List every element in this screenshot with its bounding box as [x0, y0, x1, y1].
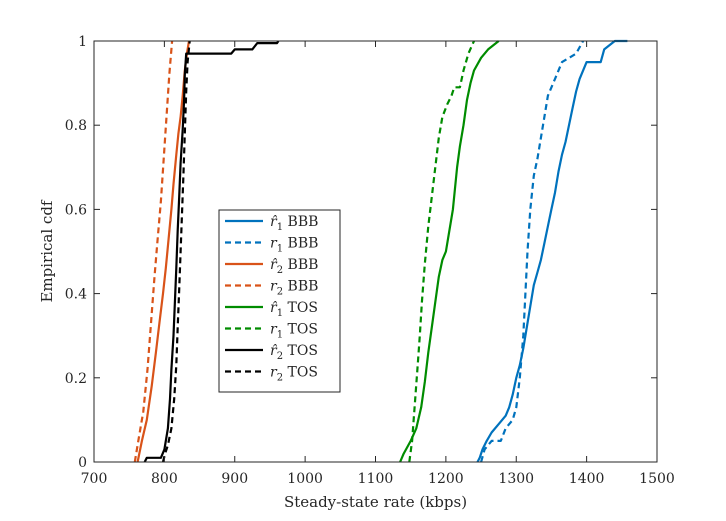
x-tick-label: 900	[221, 471, 248, 487]
x-tick-label: 1300	[498, 471, 534, 487]
series-line-7	[143, 40, 280, 463]
x-tick-label: 1500	[639, 471, 675, 487]
x-tick-label: 1000	[287, 471, 323, 487]
legend-label: r2 TOS	[270, 365, 318, 384]
x-axis-title: Steady-state rate (kbps)	[284, 493, 467, 511]
x-tick-label: 1200	[428, 471, 464, 487]
legend-box	[218, 209, 341, 393]
legend: r̂1 BBB r1 BBB r̂2 BBB r2 BBB r̂1 TOS r1 TOS r…	[218, 209, 341, 393]
legend-label: r1 BBB	[270, 236, 318, 255]
y-tick-label: 0.2	[65, 371, 87, 387]
x-tick-label: 1100	[358, 471, 394, 487]
x-tick-label: 700	[81, 471, 108, 487]
x-tick-labels: 700 800 900 1000 1100 1200 1300 1400 1500	[81, 471, 675, 487]
y-axis-title: Empirical cdf	[38, 199, 56, 302]
y-tick-labels: 0 0.2 0.4 0.6 0.8 1	[65, 34, 87, 471]
legend-label: r̂1 BBB	[270, 214, 318, 233]
y-tick-label: 0.4	[65, 287, 87, 303]
series-line-8	[161, 40, 191, 463]
legend-label: r1 TOS	[270, 322, 318, 341]
legend-label: r2 BBB	[270, 279, 318, 298]
y-tick-label: 0.6	[65, 202, 87, 218]
series-line-1	[476, 39, 628, 463]
legend-label: r̂2 TOS	[270, 343, 318, 362]
y-tick-label: 1	[78, 34, 87, 50]
x-tick-label: 800	[151, 471, 178, 487]
x-tick-label: 1400	[569, 471, 605, 487]
series-layer	[133, 39, 628, 463]
series-line-6	[408, 40, 476, 463]
tick-marks	[93, 40, 658, 463]
series-line-3	[136, 40, 191, 463]
series-line-5	[399, 40, 500, 463]
y-tick-label: 0.8	[65, 118, 87, 134]
legend-label: r̂2 BBB	[270, 257, 318, 276]
y-tick-label: 0	[78, 455, 87, 471]
legend-label: r̂1 TOS	[270, 300, 318, 319]
series-line-4	[133, 40, 174, 463]
